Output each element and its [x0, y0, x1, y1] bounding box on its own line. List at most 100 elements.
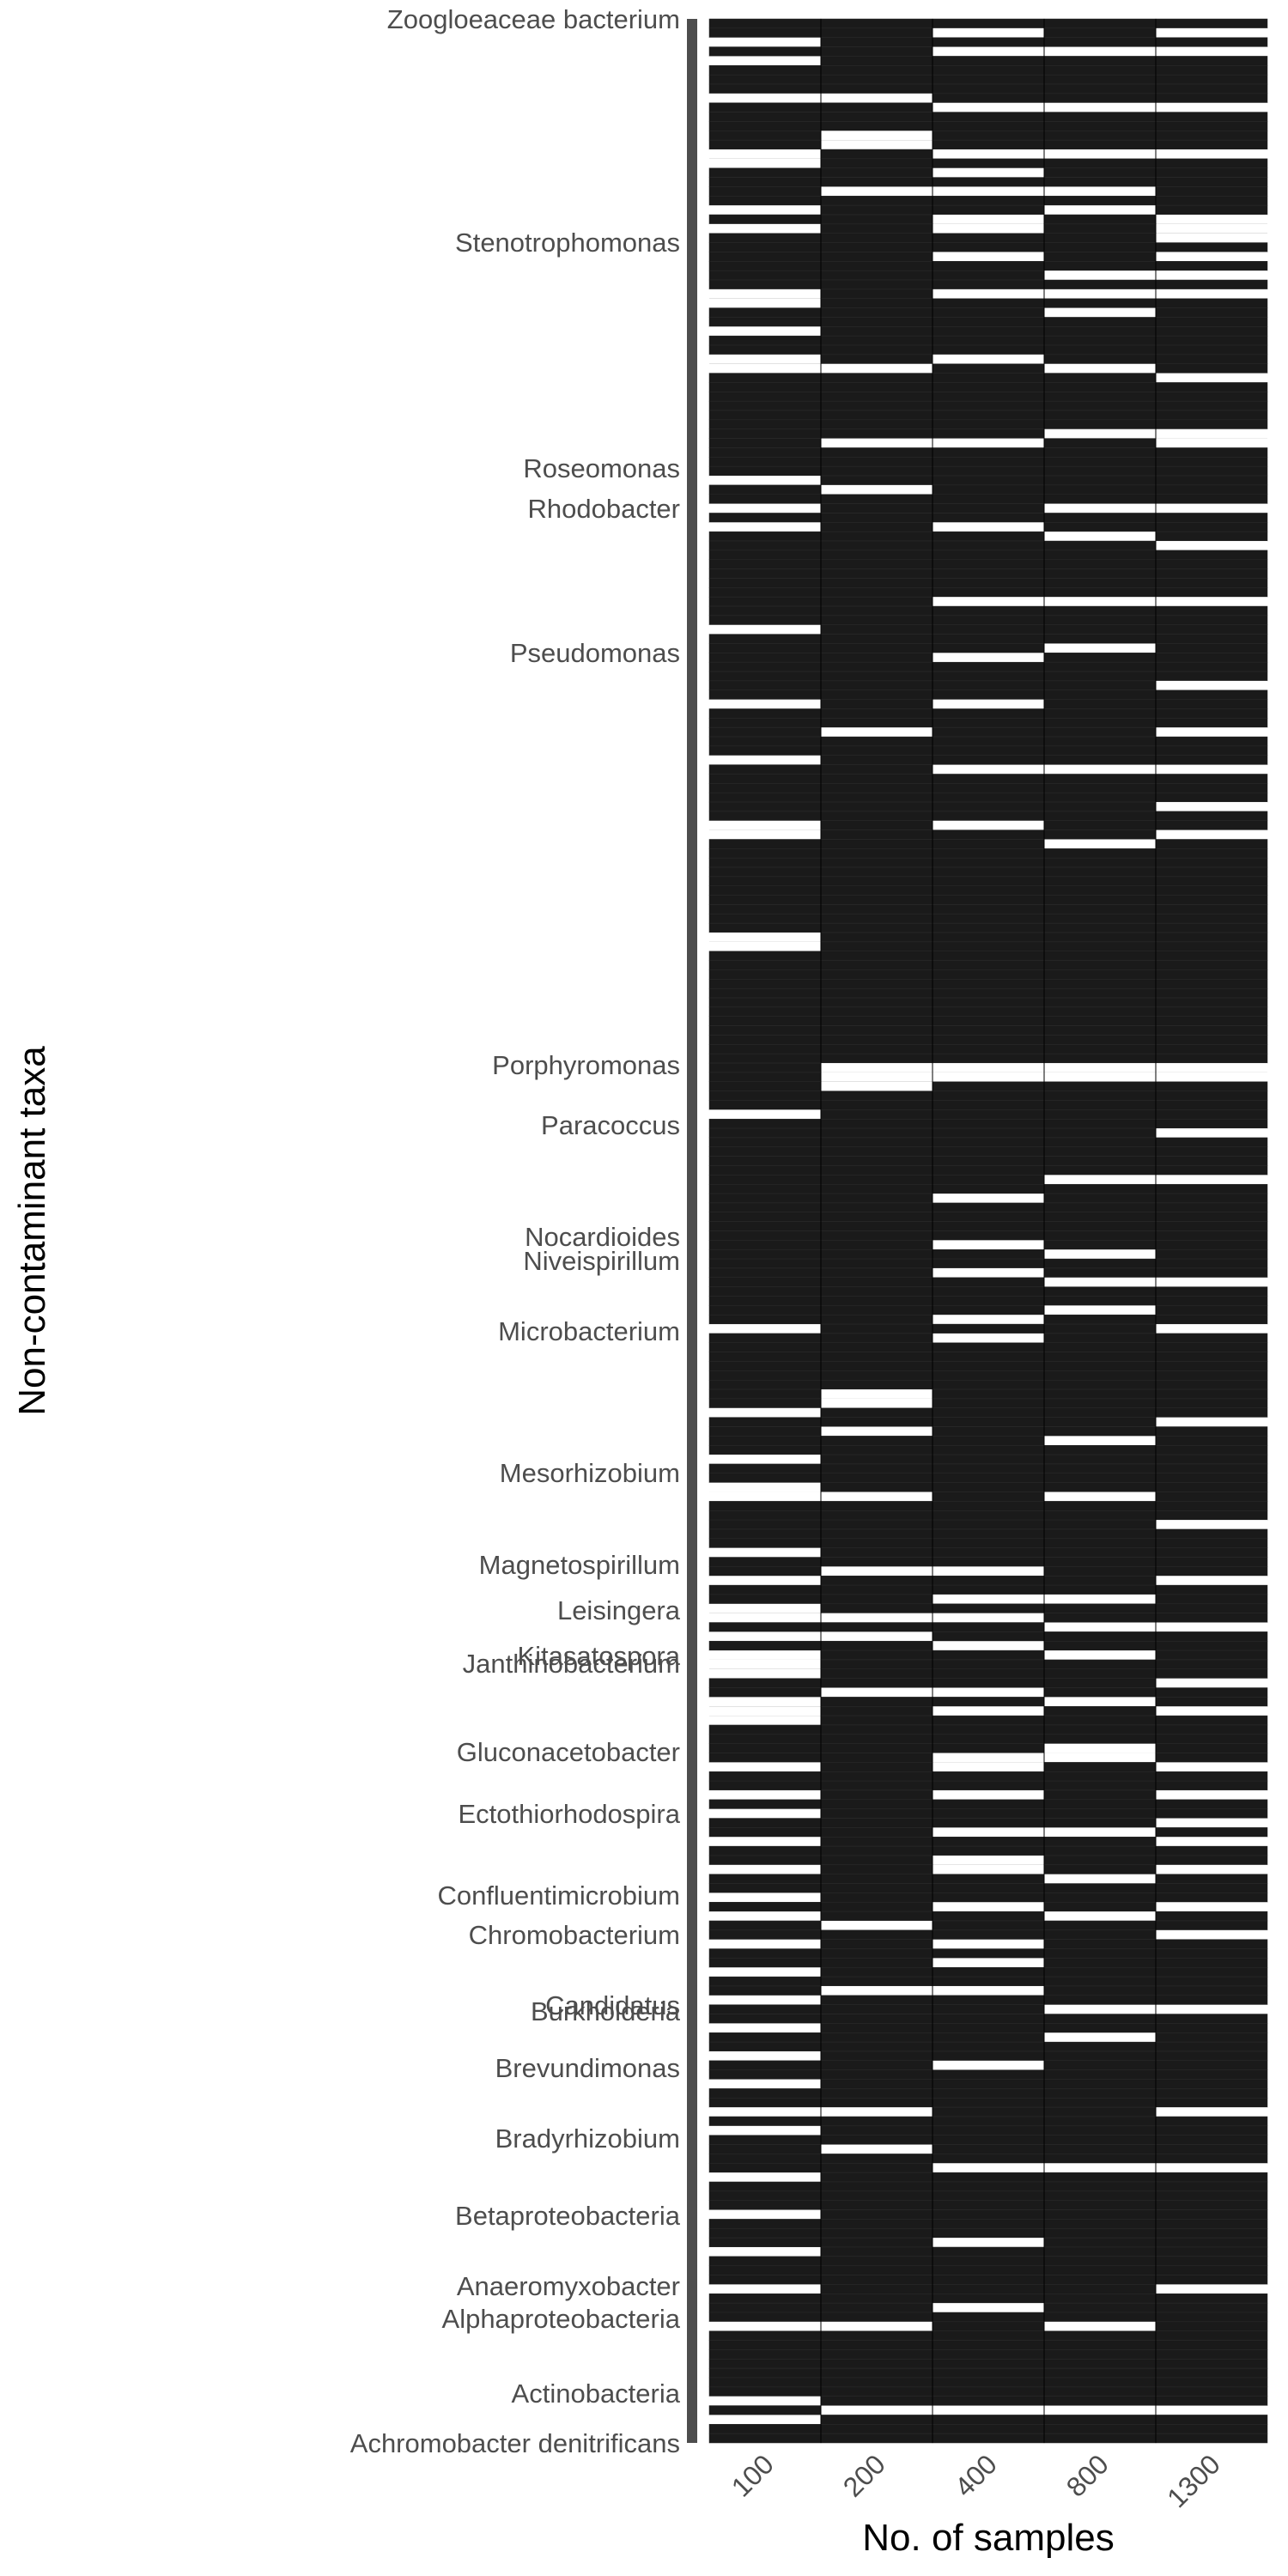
heatmap-cell-present — [1043, 410, 1157, 421]
heatmap-cell-present — [932, 2116, 1045, 2127]
heatmap-cell-present — [708, 1818, 822, 1828]
heatmap-cell-present — [708, 2154, 822, 2164]
heatmap-cell-absent — [1044, 1622, 1156, 1632]
heatmap-cell-present — [820, 1305, 933, 1315]
heatmap-cell-present — [820, 1370, 933, 1381]
heatmap-cell-present — [1043, 941, 1157, 952]
heatmap-cell-present — [708, 987, 822, 999]
heatmap-cell-present — [1155, 1528, 1268, 1540]
heatmap-cell-present — [820, 848, 933, 859]
heatmap-cell-present — [932, 475, 1045, 486]
heatmap-cell-present — [708, 2424, 822, 2434]
heatmap-cell-absent — [1156, 215, 1267, 224]
heatmap-cell-present — [1155, 1230, 1268, 1241]
heatmap-cell-present — [820, 223, 933, 234]
heatmap-cell-present — [932, 1398, 1045, 1409]
heatmap-cell-present — [1043, 1183, 1157, 1194]
heatmap-cell-present — [820, 1314, 933, 1325]
heatmap-cell-present — [1155, 2349, 1268, 2360]
heatmap-cell-present — [932, 447, 1045, 458]
heatmap-cell-present — [708, 1081, 822, 1091]
heatmap-cell-present — [1043, 513, 1157, 523]
heatmap-cell-present — [820, 2069, 933, 2080]
heatmap-cell-present — [820, 447, 933, 458]
heatmap-cell-present — [1043, 1212, 1157, 1222]
heatmap-cell-present — [1155, 578, 1268, 588]
heatmap-cell-absent — [1044, 1063, 1156, 1072]
heatmap-cell-present — [1043, 690, 1157, 700]
heatmap-cell-present — [708, 1183, 822, 1194]
heatmap-cell-present — [932, 979, 1045, 989]
heatmap-cell-present — [708, 102, 822, 112]
heatmap-cell-present — [708, 745, 822, 756]
heatmap-cell-present — [932, 1482, 1045, 1492]
heatmap-cell-present — [932, 2386, 1045, 2397]
heatmap-cell-present — [1043, 615, 1157, 626]
heatmap-cell-present — [1043, 1575, 1157, 1586]
heatmap-cell-present — [1043, 801, 1157, 812]
heatmap-cell-present — [932, 839, 1045, 849]
heatmap-cell-present — [820, 1463, 933, 1474]
heatmap-cell-absent — [1156, 289, 1267, 299]
heatmap-cell-present — [932, 2041, 1045, 2052]
heatmap-cell-present — [820, 279, 933, 290]
heatmap-cell-present — [708, 1510, 822, 1521]
heatmap-cell-present — [820, 419, 933, 429]
heatmap-cell-absent — [1156, 1706, 1267, 1716]
heatmap-cell-present — [1043, 820, 1157, 830]
heatmap-cell-present — [1043, 1640, 1157, 1651]
heatmap-cell-present — [932, 2023, 1045, 2033]
y-tick-label: Anaeromyxobacter — [457, 2271, 680, 2301]
y-tick-label: Niveispirillum — [523, 1246, 680, 1276]
heatmap-cell-present — [820, 1622, 933, 1632]
heatmap-cell-absent — [709, 820, 821, 830]
heatmap-cell-present — [1155, 494, 1268, 504]
heatmap-cell-present — [1155, 2032, 1268, 2043]
heatmap-cell-present — [708, 1249, 822, 1260]
heatmap-cell-present — [708, 559, 822, 569]
heatmap-cell-present — [708, 1267, 822, 1279]
heatmap-cell-present — [708, 1286, 822, 1297]
heatmap-cell-present — [708, 167, 822, 178]
heatmap-cell-present — [820, 1697, 933, 1707]
heatmap-cell-present — [708, 550, 822, 560]
heatmap-cell-present — [820, 2415, 933, 2425]
heatmap-cell-absent — [1044, 428, 1156, 439]
heatmap-cell-present — [1043, 1584, 1157, 1595]
heatmap-cell-absent — [1044, 1436, 1156, 1446]
heatmap-cell-absent — [1156, 1072, 1267, 1082]
heatmap-cell-present — [820, 382, 933, 392]
heatmap-cell-absent — [709, 933, 821, 942]
heatmap-cell-present — [1155, 2302, 1268, 2313]
heatmap-cell-present — [1155, 1407, 1268, 1418]
heatmap-cell-absent — [1156, 428, 1267, 439]
heatmap-cell-present — [708, 74, 822, 85]
heatmap-cell-present — [932, 1967, 1045, 1978]
heatmap-cell-present — [1043, 2275, 1157, 2285]
heatmap-cell-present — [932, 513, 1045, 523]
heatmap-cell-absent — [933, 1855, 1044, 1865]
heatmap-cell-present — [1043, 1361, 1157, 1371]
heatmap-cell-present — [932, 1388, 1045, 1400]
heatmap-cell-present — [820, 1659, 933, 1670]
heatmap-cell-present — [1155, 914, 1268, 924]
heatmap-cell-present — [820, 1808, 933, 1819]
heatmap-cell-present — [932, 680, 1045, 691]
heatmap-cell-present — [932, 922, 1045, 933]
heatmap-cell-present — [820, 410, 933, 421]
heatmap-cell-present — [708, 65, 822, 76]
heatmap-cell-present — [708, 392, 822, 402]
heatmap-cell-present — [1043, 196, 1157, 206]
heatmap-cell-present — [1155, 419, 1268, 429]
heatmap-cell-present — [820, 1575, 933, 1586]
heatmap-cell-present — [932, 2275, 1045, 2285]
heatmap-cell-present — [820, 718, 933, 728]
heatmap-cell-absent — [709, 522, 821, 532]
heatmap-cell-present — [708, 1436, 822, 1446]
heatmap-cell-present — [708, 1314, 822, 1325]
heatmap-cell-present — [1155, 1845, 1268, 1856]
heatmap-cell-absent — [709, 37, 821, 47]
heatmap-cell-present — [932, 410, 1045, 421]
heatmap-cell-present — [932, 1127, 1045, 1139]
heatmap-cell-present — [708, 960, 822, 970]
